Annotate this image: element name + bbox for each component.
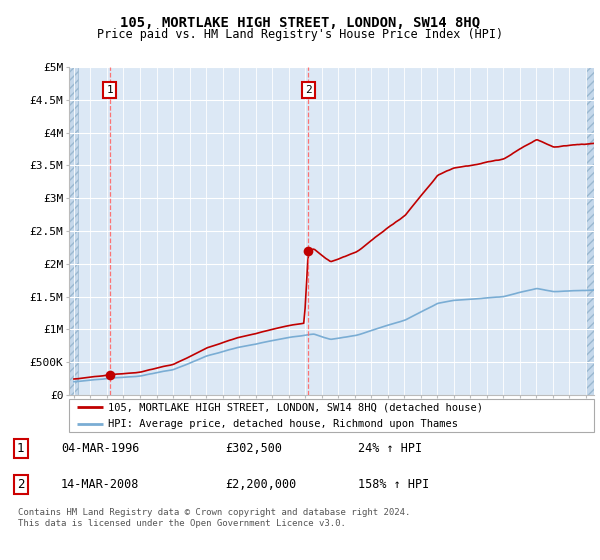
Bar [69, 67, 78, 395]
Bar [586, 67, 595, 395]
Text: 24% ↑ HPI: 24% ↑ HPI [358, 442, 422, 455]
Text: £2,200,000: £2,200,000 [225, 478, 296, 491]
Text: 1: 1 [17, 442, 25, 455]
Text: 2: 2 [17, 478, 25, 491]
Text: 105, MORTLAKE HIGH STREET, LONDON, SW14 8HQ: 105, MORTLAKE HIGH STREET, LONDON, SW14 … [120, 16, 480, 30]
Text: 1: 1 [106, 85, 113, 95]
Text: Contains HM Land Registry data © Crown copyright and database right 2024.
This d: Contains HM Land Registry data © Crown c… [18, 508, 410, 528]
Text: 14-MAR-2008: 14-MAR-2008 [61, 478, 139, 491]
Text: Price paid vs. HM Land Registry's House Price Index (HPI): Price paid vs. HM Land Registry's House … [97, 28, 503, 41]
Text: HPI: Average price, detached house, Richmond upon Thames: HPI: Average price, detached house, Rich… [109, 419, 458, 429]
Text: £302,500: £302,500 [225, 442, 282, 455]
Text: 04-MAR-1996: 04-MAR-1996 [61, 442, 139, 455]
Text: 105, MORTLAKE HIGH STREET, LONDON, SW14 8HQ (detached house): 105, MORTLAKE HIGH STREET, LONDON, SW14 … [109, 402, 484, 412]
Text: 2: 2 [305, 85, 312, 95]
Text: 158% ↑ HPI: 158% ↑ HPI [358, 478, 429, 491]
